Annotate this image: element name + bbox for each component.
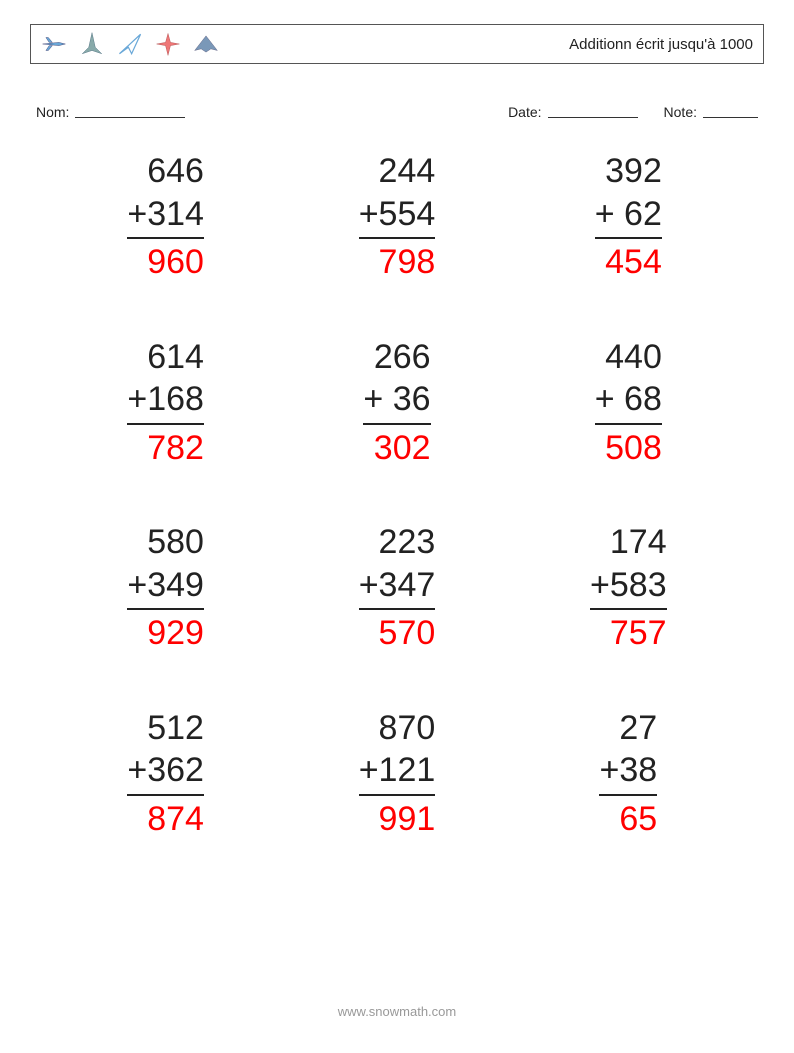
operand-a: 580 (127, 521, 204, 564)
stealth-icon (193, 31, 219, 57)
addition-problem: 223+347 570 (311, 521, 482, 655)
sum-rule: 991 (359, 794, 436, 841)
jet-icon (79, 31, 105, 57)
operand-b-row: +347 (359, 564, 436, 607)
operand-b-row: +554 (359, 193, 436, 236)
name-label: Nom: (36, 104, 69, 120)
operand-b-row: +121 (359, 749, 436, 792)
answer: 302 (363, 427, 430, 470)
sum-rule: 65 (599, 794, 657, 841)
operand-a: 174 (590, 521, 667, 564)
addition-problem: 614+168 782 (80, 336, 251, 470)
sum-rule: 782 (127, 423, 204, 470)
answer: 782 (127, 427, 204, 470)
answer: 929 (127, 612, 204, 655)
sum-rule: 874 (127, 794, 204, 841)
header-box: Additionn écrit jusqu'à 1000 (30, 24, 764, 64)
operand-a: 27 (599, 707, 657, 750)
sum-rule: 570 (359, 608, 436, 655)
operand-a: 223 (359, 521, 436, 564)
problems-grid: 646+314 960 244+554 798 392+ 62 454 614+168… (30, 150, 764, 840)
addition-problem: 870+121 991 (311, 707, 482, 841)
meta-row: Nom: Date: Note: (30, 104, 764, 120)
worksheet-title: Additionn écrit jusqu'à 1000 (569, 36, 753, 53)
addition-problem: 174+583 757 (543, 521, 714, 655)
addition-problem: 27+38 65 (543, 707, 714, 841)
decorative-icons-row (41, 31, 219, 57)
operand-a: 266 (363, 336, 430, 379)
operand-b-row: +583 (590, 564, 667, 607)
answer: 874 (127, 798, 204, 841)
answer: 454 (595, 241, 662, 284)
operand-b-row: +314 (127, 193, 204, 236)
answer: 960 (127, 241, 204, 284)
addition-problem: 440+ 68 508 (543, 336, 714, 470)
answer: 65 (599, 798, 657, 841)
operand-b-row: + 62 (595, 193, 662, 236)
note-blank[interactable] (703, 104, 758, 118)
sum-rule: 960 (127, 237, 204, 284)
operand-b-row: +168 (127, 378, 204, 421)
sum-rule: 454 (595, 237, 662, 284)
sum-rule: 302 (363, 423, 430, 470)
operand-b-row: +38 (599, 749, 657, 792)
paper-plane-icon (117, 31, 143, 57)
answer: 991 (359, 798, 436, 841)
operand-b-row: +349 (127, 564, 204, 607)
sum-rule: 757 (590, 608, 667, 655)
answer: 757 (590, 612, 667, 655)
operand-a: 870 (359, 707, 436, 750)
addition-problem: 512+362 874 (80, 707, 251, 841)
date-label: Date: (508, 104, 541, 120)
operand-a: 392 (595, 150, 662, 193)
answer: 798 (359, 241, 436, 284)
sum-rule: 508 (595, 423, 662, 470)
addition-problem: 266+ 36 302 (311, 336, 482, 470)
operand-a: 646 (127, 150, 204, 193)
note-label: Note: (664, 104, 697, 120)
sum-rule: 798 (359, 237, 436, 284)
prop-plane-icon (155, 31, 181, 57)
airliner-icon (41, 31, 67, 57)
operand-a: 512 (127, 707, 204, 750)
addition-problem: 392+ 62 454 (543, 150, 714, 284)
addition-problem: 646+314 960 (80, 150, 251, 284)
addition-problem: 244+554 798 (311, 150, 482, 284)
name-blank[interactable] (75, 104, 185, 118)
answer: 508 (595, 427, 662, 470)
date-blank[interactable] (548, 104, 638, 118)
operand-a: 440 (595, 336, 662, 379)
operand-b-row: + 36 (363, 378, 430, 421)
operand-b-row: +362 (127, 749, 204, 792)
addition-problem: 580+349 929 (80, 521, 251, 655)
operand-b-row: + 68 (595, 378, 662, 421)
operand-a: 244 (359, 150, 436, 193)
footer-url: www.snowmath.com (0, 1004, 794, 1019)
sum-rule: 929 (127, 608, 204, 655)
operand-a: 614 (127, 336, 204, 379)
answer: 570 (359, 612, 436, 655)
